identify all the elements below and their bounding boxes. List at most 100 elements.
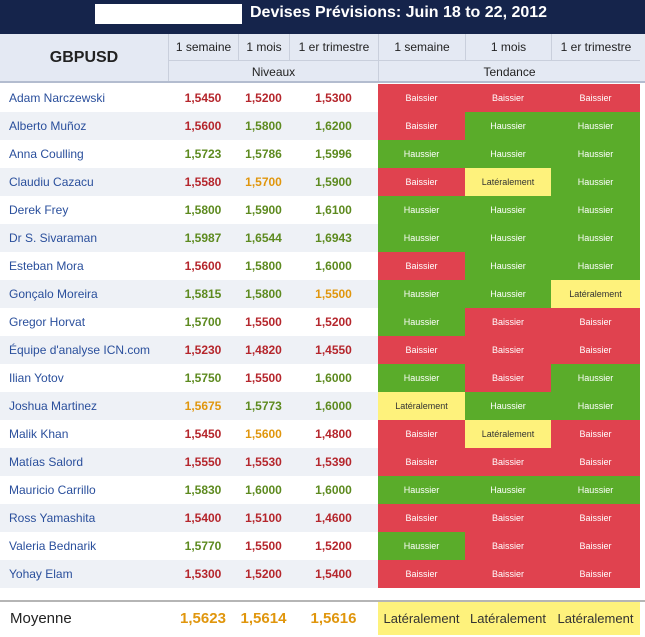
level-month-cell: 1,5800 [238,280,289,308]
trend-month-cell: Baissier [465,532,551,560]
level-quarter-cell: 1,5300 [315,91,352,105]
table-row: Ross Yamashita 1,5400 1,5100 1,4600 Baissier… [0,504,640,532]
analyst-name[interactable]: Malik Khan [9,427,69,441]
trend-week-cell: Haussier [378,224,465,252]
table-row: Joshua Martinez 1,5675 1,5773 1,6000 Latéral… [0,392,640,420]
trend-week-cell: Baissier [378,252,465,280]
trend-month-cell: Haussier [465,476,551,504]
trend-month-cell: Latéralement [465,420,551,448]
table-row: Anna Coulling 1,5723 1,5786 1,5996 Haussier H… [0,140,640,168]
analyst-name[interactable]: Alberto Muñoz [0,112,168,140]
level-week-cell: 1,5770 [184,539,222,553]
level-week-cell: 1,5723 [184,147,222,161]
analyst-name[interactable]: Claudiu Cazacu [0,168,168,196]
analyst-name[interactable]: Matías Salord [0,448,168,476]
trend-quarter-cell: Haussier [551,196,640,224]
average-label: Moyenne [10,610,72,627]
level-month-cell: 1,6544 [238,224,289,252]
average-trend-week: Latéralement [378,602,465,635]
trend-week-cell: Haussier [378,308,465,336]
trend-quarter-cell: Haussier [551,252,640,280]
level-week-cell: 1,5675 [168,392,238,420]
level-month-cell: 1,5530 [238,448,289,476]
col-header-trend-month: 1 mois [465,34,551,60]
trend-quarter-cell: Baissier [551,420,640,448]
table-row: Claudiu Cazacu 1,5580 1,5700 1,5900 Baissier… [0,168,640,196]
analyst-name[interactable]: Gregor Horvat [9,315,86,329]
analyst-name[interactable]: Ilian Yotov [9,371,64,385]
table-row: Mauricio Carrillo 1,5830 1,6000 1,6000 Hauss… [0,476,640,504]
analyst-name[interactable]: Gonçalo Moreira [0,280,168,308]
level-week-cell: 1,5580 [168,168,238,196]
table-row: Équipe d'analyse ICN.com 1,5230 1,4820 1,45… [0,336,640,364]
trend-month-cell: Haussier [465,252,551,280]
levels-group-header: Niveaux [168,60,378,82]
table-row: Ilian Yotov 1,5750 1,5500 1,6000 Haussier Bai… [0,364,640,392]
trend-quarter-cell: Haussier [551,140,640,168]
level-month-cell: 1,4820 [238,336,289,364]
trend-quarter-cell: Baissier [551,532,640,560]
analyst-name[interactable]: Ross Yamashita [0,504,168,532]
trend-month-cell: Haussier [465,280,551,308]
trend-quarter-cell: Baissier [551,336,640,364]
table-row: Gonçalo Moreira 1,5815 1,5800 1,5500 Haussie… [0,280,640,308]
level-quarter-cell: 1,4600 [289,504,378,532]
page-title: Devises Prévisions: Juin 18 to 22, 2012 [250,4,548,21]
level-quarter-cell: 1,5390 [289,448,378,476]
level-month-cell: 1,5500 [245,315,282,329]
trend-quarter-cell: Baissier [551,560,640,588]
level-week-cell: 1,5450 [184,427,222,441]
analyst-name[interactable]: Dr S. Sivaraman [0,224,168,252]
level-week-cell: 1,5230 [168,336,238,364]
trend-month-cell: Baissier [465,560,551,588]
trend-month-cell: Haussier [465,112,551,140]
level-month-cell: 1,5900 [245,203,282,217]
level-quarter-cell: 1,6000 [289,392,378,420]
trend-month-cell: Haussier [465,196,551,224]
trend-quarter-cell: Haussier [551,224,640,252]
table-row: Esteban Mora 1,5600 1,5800 1,6000 Baissier Ha… [0,252,640,280]
analyst-name[interactable]: Derek Frey [9,203,69,217]
trend-month-cell: Baissier [465,308,551,336]
trend-month-cell: Baissier [465,84,551,112]
col-header-trend-quarter: 1 er trimestre [551,34,640,60]
level-quarter-cell: 1,5900 [289,168,378,196]
level-quarter-cell: 1,4550 [289,336,378,364]
level-quarter-cell: 1,6200 [289,112,378,140]
analyst-name[interactable]: Équipe d'analyse ICN.com [0,336,168,364]
analyst-name[interactable]: Valeria Bednarik [9,539,97,553]
table-row: Derek Frey 1,5800 1,5900 1,6100 Haussier Haus… [0,196,640,224]
table-row: Dr S. Sivaraman 1,5987 1,6544 1,6943 Haussie… [0,224,640,252]
analyst-name[interactable]: Mauricio Carrillo [9,483,96,497]
analyst-name[interactable]: Joshua Martinez [0,392,168,420]
analyst-name[interactable]: Anna Coulling [9,147,84,161]
level-month-cell: 1,5500 [245,371,282,385]
currency-pair-label: GBPUSD [49,49,119,66]
trend-quarter-cell: Baissier [551,84,640,112]
level-week-cell: 1,5450 [184,91,222,105]
level-quarter-cell: 1,6000 [315,483,352,497]
table-row: Valeria Bednarik 1,5770 1,5500 1,5200 Haussi… [0,532,640,560]
average-level-month: 1,5614 [240,610,287,627]
table-row: Alberto Muñoz 1,5600 1,5800 1,6200 Baissier H… [0,112,640,140]
level-quarter-cell: 1,6943 [289,224,378,252]
level-week-cell: 1,5750 [184,371,222,385]
trend-quarter-cell: Latéralement [551,280,640,308]
trend-month-cell: Haussier [465,224,551,252]
level-week-cell: 1,5400 [168,504,238,532]
analyst-name[interactable]: Adam Narczewski [9,91,106,105]
analyst-name[interactable]: Yohay Elam [0,560,168,588]
level-quarter-cell: 1,5200 [315,539,352,553]
table-row: Matías Salord 1,5550 1,5530 1,5390 Baissier B… [0,448,640,476]
level-month-cell: 1,5600 [245,427,282,441]
level-week-cell: 1,5700 [184,315,222,329]
level-quarter-cell: 1,5400 [289,560,378,588]
level-month-cell: 1,5100 [238,504,289,532]
trend-quarter-cell: Haussier [551,392,640,420]
level-quarter-cell: 1,5200 [315,315,352,329]
trend-week-cell: Baissier [378,84,465,112]
table-row: Adam Narczewski 1,5450 1,5200 1,5300 Baissie… [0,84,640,112]
analyst-name[interactable]: Esteban Mora [9,259,84,273]
col-header-levels-month: 1 mois [238,34,289,60]
trend-quarter-cell: Baissier [551,308,640,336]
